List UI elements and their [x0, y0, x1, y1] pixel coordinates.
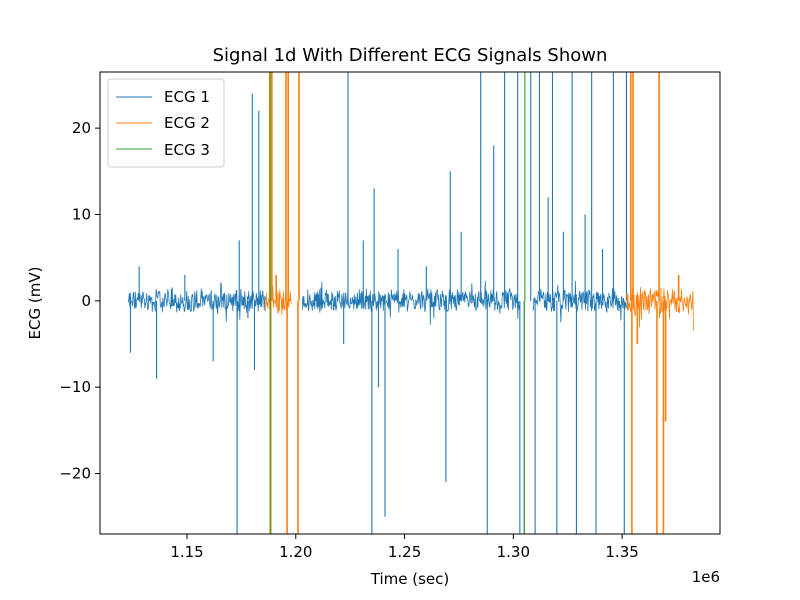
x-tick-label: 1.25: [388, 543, 421, 561]
y-tick-label: 10: [72, 205, 91, 223]
legend-box: [107, 78, 225, 168]
x-tick-label: 1.20: [279, 543, 312, 561]
series-layer: [127, 72, 694, 534]
legend-label-ecg-3: ECG 3: [164, 141, 210, 159]
series-ecg-1: [127, 72, 628, 534]
series-ecg-2: [264, 72, 694, 534]
x-tick-label: 1.35: [605, 543, 638, 561]
x-axis: 1.15 1.20 1.25 1.30 1.35: [170, 534, 639, 561]
x-tick-label: 1.30: [497, 543, 530, 561]
y-tick-label: −20: [59, 465, 91, 483]
legend: ECG 1 ECG 2 ECG 3: [107, 78, 225, 168]
chart-title: Signal 1d With Different ECG Signals Sho…: [213, 45, 608, 66]
y-tick-label: 20: [72, 119, 91, 137]
plot-frame: [99, 71, 721, 535]
x-axis-label: Time (sec): [370, 570, 449, 588]
series-ecg-3: [269, 72, 526, 534]
series-segment: [626, 286, 694, 331]
y-tick-label: 0: [81, 292, 91, 310]
series-segment: [301, 281, 521, 325]
y-tick-label: −10: [59, 378, 91, 396]
legend-label-ecg-2: ECG 2: [164, 114, 210, 132]
x-tick-label: 1.15: [170, 543, 203, 561]
y-axis: −20 −10 0 10 20: [59, 119, 100, 483]
x-axis-offset-label: 1e6: [692, 568, 720, 586]
y-axis-label: ECG (mV): [26, 267, 44, 340]
legend-label-ecg-1: ECG 1: [164, 88, 210, 106]
series-segment: [127, 282, 266, 323]
